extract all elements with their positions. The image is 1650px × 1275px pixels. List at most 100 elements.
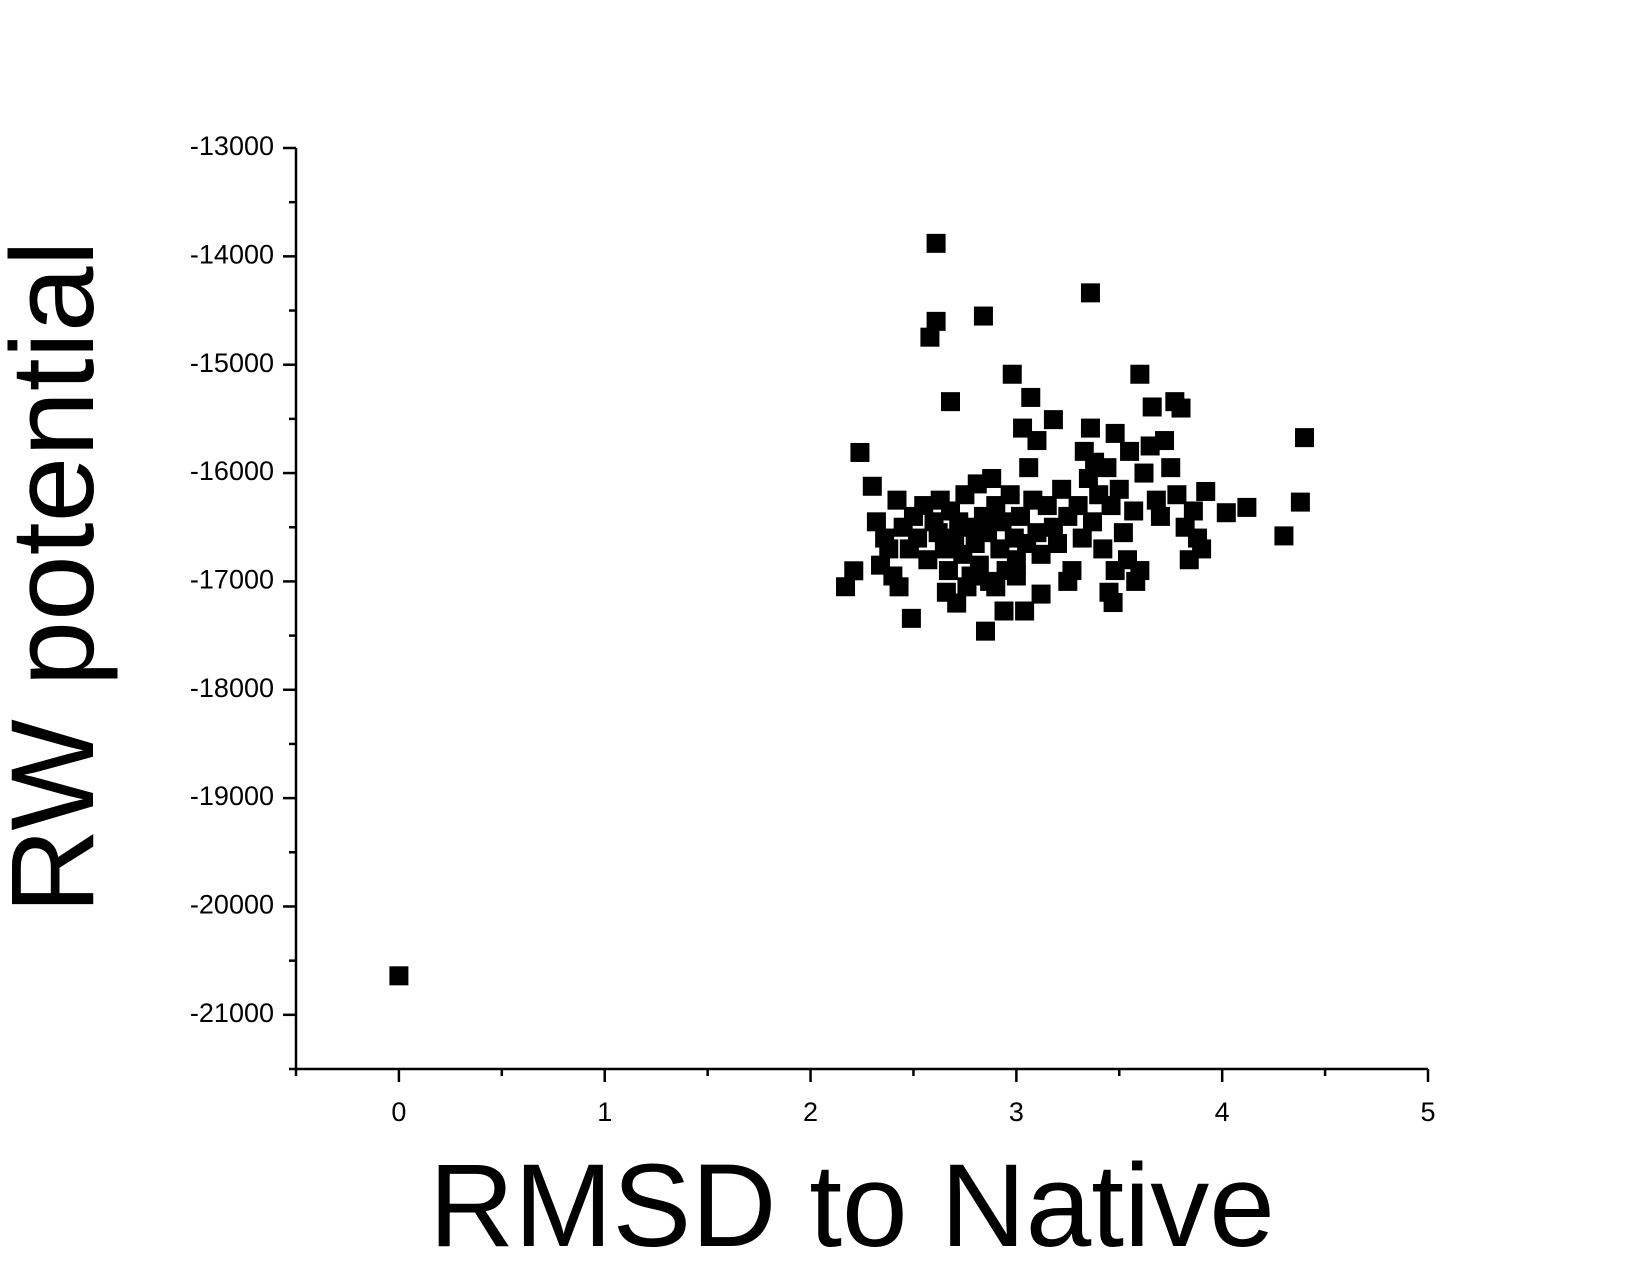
- point: [1068, 496, 1088, 516]
- point: [1140, 436, 1160, 456]
- point: [1105, 423, 1125, 443]
- x-tick-label: 4: [1215, 1097, 1230, 1127]
- point: [914, 496, 934, 516]
- point: [1192, 539, 1212, 559]
- point: [920, 327, 940, 347]
- point: [992, 512, 1012, 532]
- point: [862, 476, 882, 496]
- point: [918, 550, 938, 570]
- point: [1171, 398, 1191, 418]
- point: [1295, 428, 1315, 448]
- point: [1027, 523, 1047, 543]
- point: [1058, 571, 1078, 591]
- point: [908, 528, 928, 548]
- point: [1101, 496, 1121, 516]
- point: [926, 311, 946, 331]
- point: [866, 512, 886, 532]
- point: [1080, 283, 1100, 303]
- y-tick-label: -13000: [190, 131, 274, 161]
- point: [889, 577, 909, 597]
- point: [1031, 584, 1051, 604]
- y-tick-label: -16000: [190, 456, 274, 486]
- point: [1006, 550, 1026, 570]
- point: [1146, 490, 1166, 510]
- point: [1290, 492, 1310, 512]
- point: [973, 306, 993, 326]
- point: [978, 523, 998, 543]
- point: [1161, 458, 1181, 478]
- point: [1216, 503, 1236, 523]
- point: [1015, 601, 1035, 621]
- point: [1155, 431, 1175, 451]
- x-tick-label: 5: [1420, 1097, 1435, 1127]
- point: [1142, 397, 1162, 417]
- point: [1010, 506, 1030, 526]
- y-tick-label: -19000: [190, 781, 274, 811]
- point: [1006, 566, 1026, 586]
- point: [1134, 463, 1154, 483]
- point: [1031, 544, 1051, 564]
- point: [945, 528, 965, 548]
- point: [938, 561, 958, 581]
- point: [1043, 517, 1063, 537]
- y-tick-label: -21000: [190, 998, 274, 1028]
- point: [879, 539, 899, 559]
- point: [1130, 364, 1150, 384]
- point: [1027, 431, 1047, 451]
- point: [967, 474, 987, 494]
- point: [936, 582, 956, 602]
- y-tick-label: -20000: [190, 890, 274, 920]
- point: [975, 621, 995, 641]
- point: [1124, 501, 1144, 521]
- point: [1167, 485, 1187, 505]
- x-tick-label: 0: [391, 1097, 406, 1127]
- point: [1080, 418, 1100, 438]
- point: [1274, 526, 1294, 546]
- point: [1183, 501, 1203, 521]
- point: [1093, 539, 1113, 559]
- point: [389, 966, 409, 986]
- x-axis-title: RMSD to Native: [429, 1140, 1275, 1272]
- point: [1130, 561, 1150, 581]
- point: [994, 601, 1014, 621]
- point: [990, 539, 1010, 559]
- y-tick-label: -15000: [190, 348, 274, 378]
- point: [1000, 485, 1020, 505]
- point: [1150, 506, 1170, 526]
- y-tick-label: -17000: [190, 565, 274, 595]
- x-tick-label: 3: [1009, 1097, 1024, 1127]
- point: [1120, 441, 1140, 461]
- point: [1052, 479, 1072, 499]
- point: [1196, 481, 1216, 501]
- y-tick-label: -14000: [190, 239, 274, 269]
- point: [986, 577, 1006, 597]
- point: [1099, 582, 1119, 602]
- point: [1072, 528, 1092, 548]
- point: [1023, 490, 1043, 510]
- point: [1048, 533, 1068, 553]
- point: [941, 392, 961, 412]
- point: [1083, 512, 1103, 532]
- y-tick-label: -18000: [190, 673, 274, 703]
- point: [982, 468, 1002, 488]
- point: [1237, 497, 1257, 517]
- x-tick-label: 1: [597, 1097, 612, 1127]
- point: [844, 561, 864, 581]
- point: [1078, 468, 1098, 488]
- y-axis-title: RW potential: [0, 240, 119, 913]
- point: [1019, 458, 1039, 478]
- point: [850, 442, 870, 462]
- point: [1113, 523, 1133, 543]
- point: [928, 523, 948, 543]
- point: [901, 608, 921, 628]
- point: [986, 496, 1006, 516]
- point: [926, 233, 946, 253]
- point: [1037, 496, 1057, 516]
- point: [1013, 418, 1033, 438]
- point: [1021, 387, 1041, 407]
- point: [961, 566, 981, 586]
- point: [1109, 479, 1129, 499]
- point: [836, 577, 856, 597]
